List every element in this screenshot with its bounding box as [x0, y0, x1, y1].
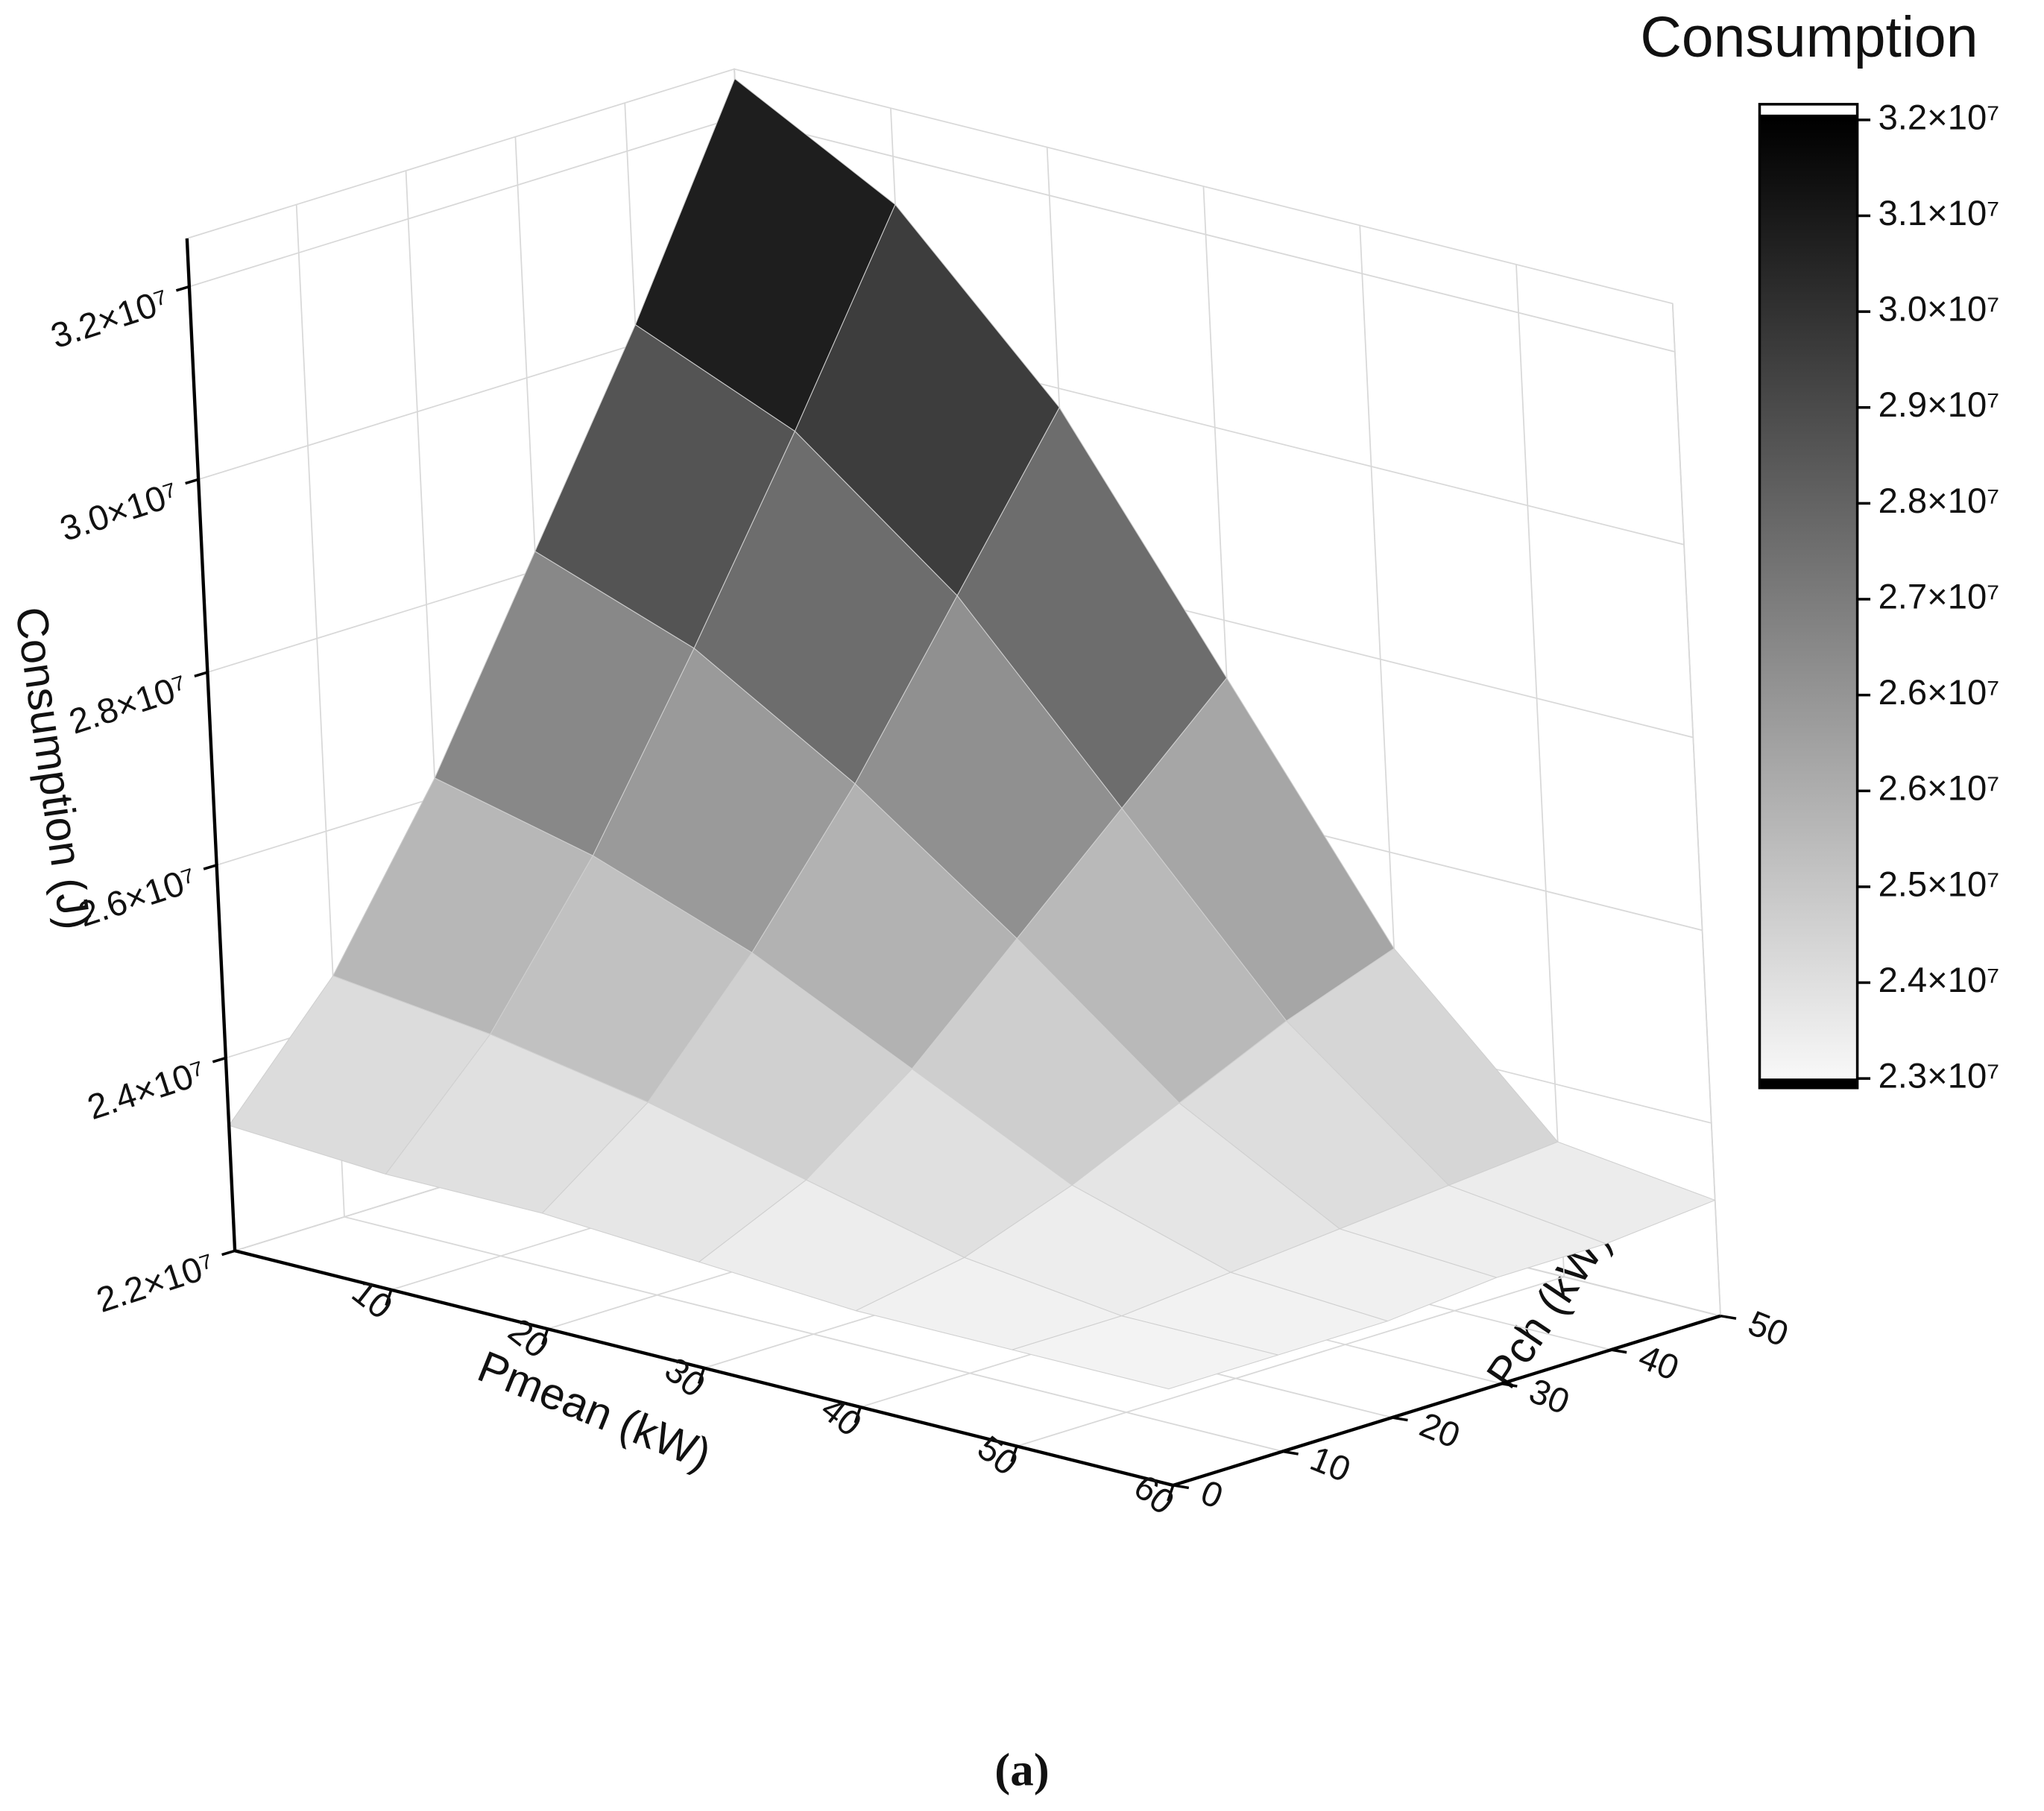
grid-line: [1515, 264, 1565, 1277]
colorbar-tick-label: 2.3×10⁷: [1879, 1057, 2000, 1096]
colorbar-tick-label: 2.5×10⁷: [1879, 865, 2000, 904]
z-tick: [212, 1056, 227, 1063]
surface-patch: [1012, 1315, 1279, 1390]
z-tick-label: 2.4×10⁷: [83, 1052, 210, 1128]
z-tick-label: 2.8×10⁷: [65, 667, 192, 742]
colorbar-tick-label: 3.2×10⁷: [1879, 98, 2000, 137]
z-tick: [185, 478, 199, 485]
colorbar-title: Consumption: [1640, 5, 1978, 69]
colorbar-tick-label: 2.4×10⁷: [1879, 961, 2000, 1000]
colorbar-over: [1759, 114, 1858, 121]
grid-line: [736, 116, 1676, 353]
z-axis: [185, 238, 237, 1251]
z-tick: [175, 285, 190, 292]
x-tick: [385, 1289, 393, 1306]
z-tick-label: 3.2×10⁷: [46, 281, 174, 356]
y-tick-label: 30: [1524, 1371, 1575, 1423]
y-tick: [1173, 1484, 1190, 1490]
y-tick-label: 50: [1743, 1303, 1794, 1355]
x-tick: [541, 1328, 549, 1345]
colorbar-tick-label: 3.1×10⁷: [1879, 194, 2000, 233]
y-tick: [1610, 1348, 1627, 1354]
y-tick-label: 0: [1195, 1473, 1228, 1517]
z-tick-label: 2.2×10⁷: [92, 1245, 219, 1321]
colorbar-tick-label: 3.0×10⁷: [1879, 290, 2000, 329]
colorbar-tick-label: 2.8×10⁷: [1879, 481, 2000, 521]
colorbar-under: [1759, 1078, 1858, 1088]
colorbar-tick-label: 2.7×10⁷: [1879, 577, 2000, 616]
x-tick: [697, 1368, 706, 1385]
y-tick-label: 20: [1414, 1405, 1466, 1456]
y-tick-label: 40: [1633, 1337, 1685, 1388]
grid-line: [344, 1216, 1283, 1453]
y-tick: [1392, 1416, 1408, 1422]
grid-line: [1016, 1276, 1565, 1447]
x-tick: [1010, 1445, 1018, 1463]
z-tick-label: 3.0×10⁷: [55, 474, 183, 549]
z-tick: [203, 864, 218, 870]
z-tick: [194, 671, 208, 677]
colorbar-tick-label: 2.9×10⁷: [1879, 385, 2000, 425]
colorbar-gradient: [1759, 119, 1858, 1079]
x-tick: [1167, 1485, 1175, 1502]
y-tick: [1720, 1314, 1737, 1320]
z-tick: [221, 1249, 236, 1257]
caption: (a): [994, 1743, 1049, 1795]
y-tick: [1282, 1450, 1299, 1456]
z-axis-label: Consumption (J): [6, 604, 101, 932]
x-tick: [854, 1406, 862, 1423]
grid-line: [189, 116, 737, 288]
y-tick-label: 10: [1305, 1439, 1356, 1491]
colorbar-tick-label: 2.6×10⁷: [1879, 769, 2000, 809]
y-axis: [1173, 1314, 1721, 1488]
colorbar-frame: [1758, 103, 1859, 1090]
y-tick: [1501, 1382, 1518, 1388]
grid-line: [1671, 303, 1721, 1316]
colorbar-tick-label: 2.6×10⁷: [1879, 673, 2000, 712]
